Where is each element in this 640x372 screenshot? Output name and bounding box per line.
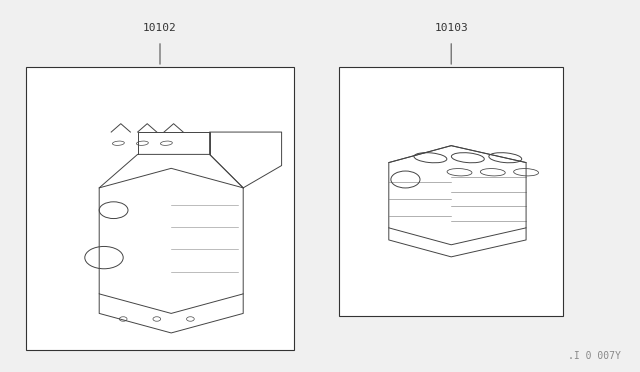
- Text: 10102: 10102: [143, 23, 177, 33]
- Text: 10103: 10103: [435, 23, 468, 33]
- Text: .I 0 007Y: .I 0 007Y: [568, 351, 621, 361]
- Bar: [26, 67, 294, 350]
- Bar: [339, 67, 563, 316]
